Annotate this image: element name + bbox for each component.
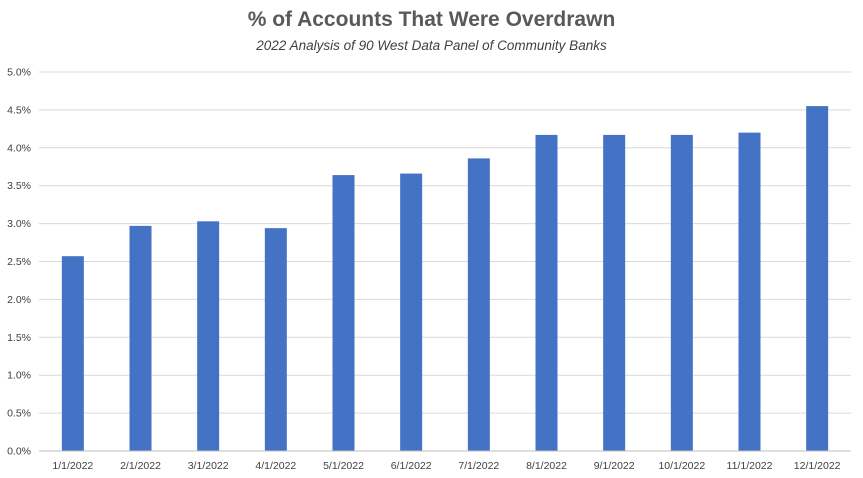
bars [61, 106, 829, 452]
y-tick-label: 5.0% [7, 67, 31, 79]
y-tick-label: 4.5% [7, 104, 31, 116]
y-tick-label: 0.0% [7, 446, 31, 458]
x-tick-label: 2/1/2022 [120, 460, 161, 472]
bar [332, 175, 355, 451]
x-tick-label: 11/1/2022 [727, 460, 773, 472]
x-tick-label: 7/1/2022 [458, 460, 499, 472]
x-tick-label: 5/1/2022 [323, 460, 364, 472]
bar [197, 221, 220, 451]
bar [806, 106, 829, 452]
bar [264, 228, 287, 451]
x-tick-label: 12/1/2022 [794, 460, 841, 472]
x-axis-ticks: 1/1/2022 2/1/2022 3/1/2022 4/1/2022 5/1/2022… [52, 460, 840, 472]
gridlines [39, 71, 851, 414]
bar [535, 134, 558, 451]
y-tick-label: 1.0% [7, 370, 31, 382]
x-tick-label: 6/1/2022 [391, 460, 432, 472]
x-tick-label: 9/1/2022 [594, 460, 635, 472]
y-axis-ticks: 0.0% 0.5% 1.0% 1.5% 2.0% 2.5% 3.0% 3.5% 4.0% 4.5%… [7, 67, 31, 458]
x-tick-label: 8/1/2022 [526, 460, 567, 472]
y-tick-label: 3.5% [7, 180, 31, 192]
x-tick-label: 1/1/2022 [52, 460, 93, 472]
chart-title: % of Accounts That Were Overdrawn [247, 8, 616, 31]
bar [400, 173, 423, 451]
x-tick-label: 4/1/2022 [255, 460, 296, 472]
y-tick-label: 2.5% [7, 256, 31, 268]
x-tick-label: 3/1/2022 [188, 460, 229, 472]
x-tick-label: 10/1/2022 [658, 460, 705, 472]
y-tick-label: 0.5% [7, 408, 31, 420]
y-tick-label: 4.0% [7, 142, 31, 154]
bar [603, 134, 626, 451]
chart-subtitle: 2022 Analysis of 90 West Data Panel of C… [256, 38, 607, 53]
y-tick-label: 2.0% [7, 294, 31, 306]
bar [467, 158, 490, 452]
bar [61, 256, 84, 451]
bar [129, 225, 152, 451]
bar [670, 134, 693, 451]
bar [738, 132, 761, 451]
y-tick-label: 3.0% [7, 218, 31, 230]
y-tick-label: 1.5% [7, 332, 31, 344]
